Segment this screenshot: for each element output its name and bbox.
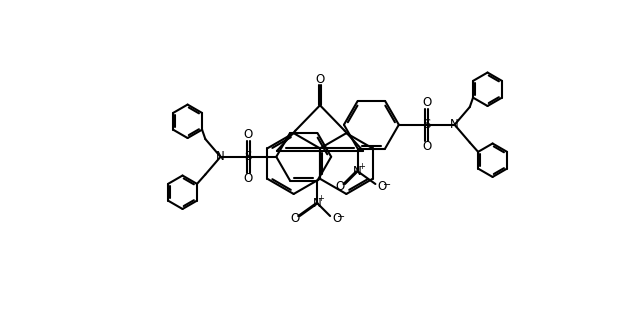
Text: N: N	[216, 150, 225, 163]
Text: S: S	[244, 150, 252, 163]
Text: N: N	[450, 118, 459, 131]
Text: +: +	[358, 162, 365, 171]
Text: N: N	[313, 197, 322, 210]
Text: O: O	[332, 212, 341, 225]
Text: O: O	[422, 140, 431, 153]
Text: O: O	[422, 96, 431, 109]
Text: +: +	[317, 194, 324, 203]
Text: O: O	[316, 74, 324, 87]
Text: O: O	[335, 180, 344, 193]
Text: O: O	[244, 172, 253, 185]
Text: N: N	[353, 165, 362, 178]
Text: S: S	[423, 118, 430, 131]
Text: −: −	[383, 180, 390, 190]
Text: −: −	[337, 212, 346, 222]
Text: O: O	[290, 212, 300, 225]
Text: O: O	[378, 180, 387, 193]
Text: O: O	[244, 128, 253, 141]
